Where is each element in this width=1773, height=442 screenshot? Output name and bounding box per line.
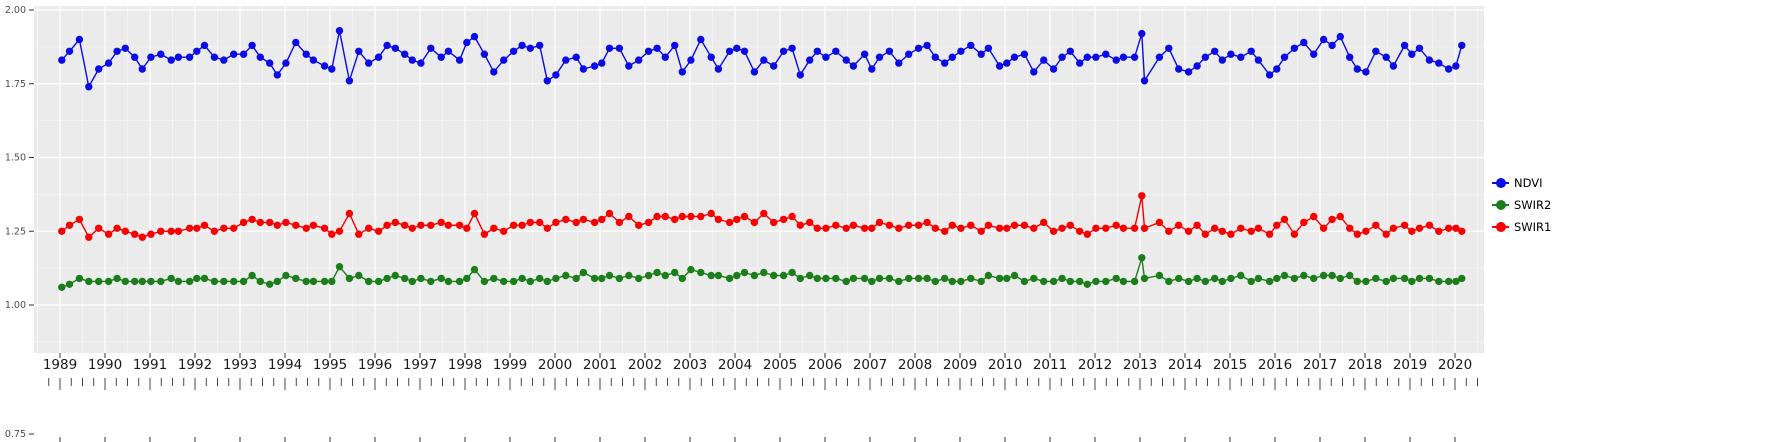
svg-text:2016: 2016 bbox=[1258, 357, 1292, 373]
svg-text:2018: 2018 bbox=[1348, 357, 1382, 373]
svg-text:0.75: 0.75 bbox=[5, 429, 26, 440]
legend: NDVI SWIR2 SWIR1 bbox=[1492, 174, 1551, 235]
svg-text:1992: 1992 bbox=[178, 357, 212, 373]
legend-key-swir2-icon bbox=[1492, 196, 1509, 213]
svg-text:2000: 2000 bbox=[538, 357, 572, 373]
svg-text:2011: 2011 bbox=[1033, 357, 1067, 373]
svg-text:1.00: 1.00 bbox=[5, 300, 26, 311]
svg-text:1990: 1990 bbox=[88, 357, 122, 373]
svg-text:2008: 2008 bbox=[898, 357, 932, 373]
svg-text:2010: 2010 bbox=[988, 357, 1022, 373]
svg-text:1989: 1989 bbox=[43, 357, 77, 373]
svg-text:2009: 2009 bbox=[943, 357, 977, 373]
svg-text:1.25: 1.25 bbox=[5, 226, 26, 237]
svg-text:2012: 2012 bbox=[1078, 357, 1112, 373]
legend-item-ndvi: NDVI bbox=[1492, 174, 1551, 191]
legend-label-swir2: SWIR2 bbox=[1514, 197, 1552, 212]
svg-text:1991: 1991 bbox=[133, 357, 167, 373]
legend-item-swir1: SWIR1 bbox=[1492, 218, 1551, 235]
svg-text:1996: 1996 bbox=[358, 357, 392, 373]
legend-item-swir2: SWIR2 bbox=[1492, 196, 1551, 213]
svg-text:1994: 1994 bbox=[268, 357, 302, 373]
svg-text:1998: 1998 bbox=[448, 357, 482, 373]
svg-text:2014: 2014 bbox=[1168, 357, 1202, 373]
svg-text:1995: 1995 bbox=[313, 357, 347, 373]
svg-text:2.00: 2.00 bbox=[5, 5, 26, 16]
svg-text:1.75: 1.75 bbox=[5, 79, 26, 90]
legend-key-swir1-icon bbox=[1492, 218, 1509, 235]
svg-text:2015: 2015 bbox=[1213, 357, 1247, 373]
svg-text:2005: 2005 bbox=[763, 357, 797, 373]
svg-text:2001: 2001 bbox=[583, 357, 617, 373]
svg-text:1.50: 1.50 bbox=[5, 153, 26, 164]
svg-text:2020: 2020 bbox=[1438, 357, 1472, 373]
legend-label-swir1: SWIR1 bbox=[1514, 219, 1552, 234]
svg-text:2002: 2002 bbox=[628, 357, 662, 373]
svg-text:1997: 1997 bbox=[403, 357, 437, 373]
svg-text:2006: 2006 bbox=[808, 357, 842, 373]
svg-text:2003: 2003 bbox=[673, 357, 707, 373]
svg-text:2004: 2004 bbox=[718, 357, 752, 373]
svg-text:2019: 2019 bbox=[1393, 357, 1427, 373]
svg-text:2017: 2017 bbox=[1303, 357, 1337, 373]
legend-key-ndvi-icon bbox=[1492, 174, 1509, 191]
svg-text:1993: 1993 bbox=[223, 357, 257, 373]
svg-text:2007: 2007 bbox=[853, 357, 887, 373]
svg-text:1999: 1999 bbox=[493, 357, 527, 373]
svg-text:2013: 2013 bbox=[1123, 357, 1157, 373]
legend-label-ndvi: NDVI bbox=[1514, 175, 1543, 190]
